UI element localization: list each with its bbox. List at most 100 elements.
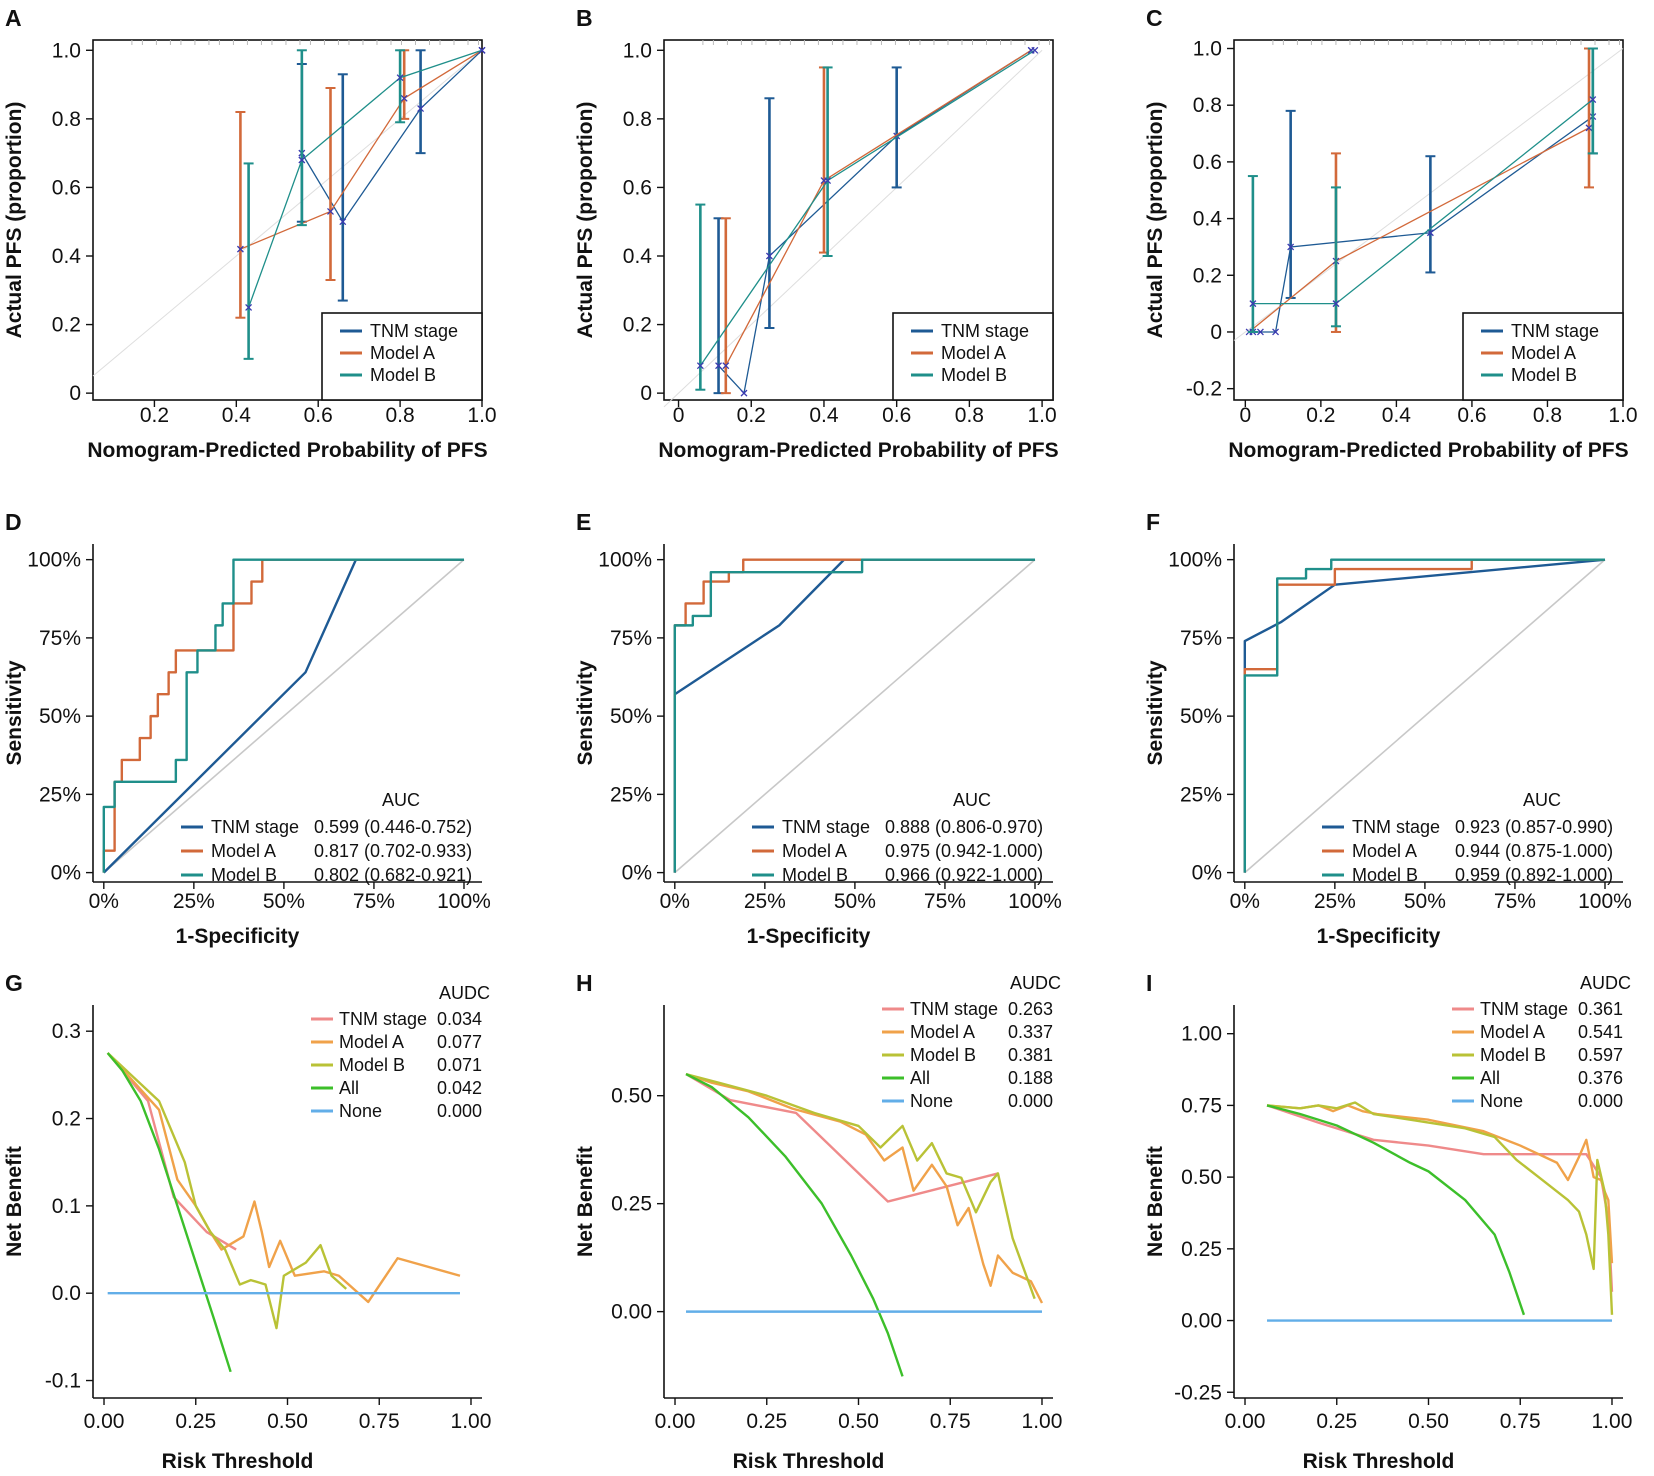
y-tick-label: 0.25 <box>611 1193 652 1216</box>
series-model-a <box>106 1052 461 1304</box>
chance-line <box>1244 559 1606 874</box>
x-axis-title: 1-Specificity <box>176 925 300 948</box>
panel-f: F 0% 25% 50% 75% 100% 0% 25% 50% 75% 100% 1-Specifi… <box>1144 509 1632 948</box>
x-tick-label: 0.25 <box>175 1410 216 1433</box>
y-tick-label: 1.0 <box>1193 38 1222 61</box>
dca-curve <box>1266 1104 1526 1316</box>
dca-curve <box>106 1052 237 1251</box>
series-tnm-stage <box>1266 1104 1614 1292</box>
x-tick-label: 1.0 <box>1608 404 1637 427</box>
y-tick-label: 0.8 <box>1193 94 1222 117</box>
legend-label: Model A <box>1511 343 1576 363</box>
y-tick-label: 0.8 <box>52 108 81 131</box>
y-tick-label: 0.2 <box>623 314 652 337</box>
y-tick-label: 0 <box>1210 321 1222 344</box>
panel-e: E 0% 25% 50% 75% 100% 0% 25% 50% 75% 100% 1-Specifi… <box>574 509 1062 948</box>
y-tick-label: 75% <box>610 627 652 650</box>
x-axis-title: Risk Threshold <box>733 1450 885 1473</box>
dca-curve <box>106 1052 348 1330</box>
legend-label: Model A <box>910 1022 975 1042</box>
series-model-a <box>235 46 486 319</box>
y-tick-label: 1.00 <box>1181 1023 1222 1046</box>
legend-label: Model A <box>370 343 435 363</box>
legend-label: Model A <box>941 343 1006 363</box>
panel-h: H 0.00 0.25 0.50 0.75 1.00 0.00 0.25 0.50 Risk Th… <box>574 970 1062 1473</box>
panel-label: B <box>576 5 593 31</box>
axes <box>663 544 1053 883</box>
x-tick-label: 1.00 <box>451 1410 492 1433</box>
legend: AUDC TNM stage 0.263 Model A 0.337 Model B 0.3… <box>882 973 1061 1111</box>
series-model-b <box>102 558 464 873</box>
x-tick-label: 25% <box>173 890 215 913</box>
legend: AUC TNM stage 0.923 (0.857-0.990) Model A 0.… <box>1322 790 1613 885</box>
y-axis-title: Sensitivity <box>574 660 597 765</box>
y-tick-label: 25% <box>39 783 81 806</box>
series-model-b <box>695 46 1039 391</box>
y-tick-label: 0.00 <box>611 1301 652 1324</box>
data-point <box>327 207 334 215</box>
x-tick-label: 100% <box>1008 890 1062 913</box>
series-all <box>1266 1104 1526 1316</box>
x-tick-label: 1.0 <box>467 404 496 427</box>
axes <box>92 1005 482 1399</box>
x-axis-title: Risk Threshold <box>1303 1450 1455 1473</box>
series-model-b <box>673 558 1035 873</box>
y-tick-label: -0.25 <box>1174 1381 1222 1404</box>
ideal-line <box>92 49 483 377</box>
y-tick-label: 1.0 <box>52 39 81 62</box>
legend: AUDC TNM stage 0.361 Model A 0.541 Model B 0.5… <box>1452 973 1631 1111</box>
y-axis-title: Net Benefit <box>3 1146 26 1257</box>
x-tick-label: 0.6 <box>882 404 911 427</box>
legend-title: AUDC <box>439 983 490 1003</box>
plot-area <box>685 1072 1044 1377</box>
y-tick-label: 0.2 <box>52 1108 81 1131</box>
x-tick-label: 0.8 <box>1533 404 1562 427</box>
legend-label: Model B <box>782 865 848 885</box>
legend: AUDC TNM stage 0.034 Model A 0.077 Model B 0.0… <box>311 983 490 1121</box>
y-tick-label: 0.50 <box>611 1085 652 1108</box>
data-point <box>1585 124 1593 132</box>
series-model-b <box>1243 558 1605 873</box>
legend-value: 0.337 <box>1008 1022 1053 1042</box>
plot-frame <box>1233 39 1624 401</box>
dca-curve <box>1266 1101 1614 1315</box>
x-axis-title: 1-Specificity <box>1317 925 1441 948</box>
data-point <box>1256 328 1264 336</box>
panel-label: F <box>1146 509 1160 535</box>
series-model-b <box>243 46 486 360</box>
calibration-line <box>1248 127 1590 333</box>
calibration-line <box>240 49 483 250</box>
x-tick-label: 0% <box>1230 890 1260 913</box>
plot-area <box>673 558 1036 874</box>
y-axis-title: Sensitivity <box>1144 660 1167 765</box>
series-model-b <box>106 1052 348 1330</box>
x-tick-label: 50% <box>834 890 876 913</box>
x-tick-label: 0.6 <box>304 404 333 427</box>
legend-value: 0.361 <box>1578 999 1623 1019</box>
x-tick-label: 0.2 <box>1306 404 1335 427</box>
plot-area <box>92 40 486 377</box>
legend-value: 0.000 <box>437 1101 482 1121</box>
plot-area <box>1243 558 1606 874</box>
legend-label: TNM stage <box>1511 321 1599 341</box>
data-point <box>1031 46 1039 54</box>
y-tick-label: 0.25 <box>1181 1238 1222 1261</box>
legend-label: All <box>1480 1068 1500 1088</box>
roc-curve <box>673 558 1035 873</box>
legend-value: 0.959 (0.892-1.000) <box>1455 865 1613 885</box>
data-point <box>1272 328 1279 336</box>
data-point <box>236 245 244 253</box>
panel-b: B 0 0.2 0.4 0.6 0.8 1.0 0 0.2 0.4 0.6 0.8 1.0 Nomogra… <box>574 5 1059 462</box>
y-tick-label: 50% <box>610 705 652 728</box>
x-tick-label: 0.00 <box>655 1410 696 1433</box>
y-tick-label: 0.4 <box>52 245 82 268</box>
x-tick-label: 0% <box>660 890 690 913</box>
dca-curve <box>685 1072 1036 1300</box>
calibration-line <box>1252 99 1594 305</box>
legend-value: 0.381 <box>1008 1045 1053 1065</box>
plot-frame <box>663 39 1054 401</box>
y-tick-label: 75% <box>39 627 81 650</box>
x-tick-label: 0.8 <box>955 404 984 427</box>
x-tick-label: 0.00 <box>1225 1410 1266 1433</box>
